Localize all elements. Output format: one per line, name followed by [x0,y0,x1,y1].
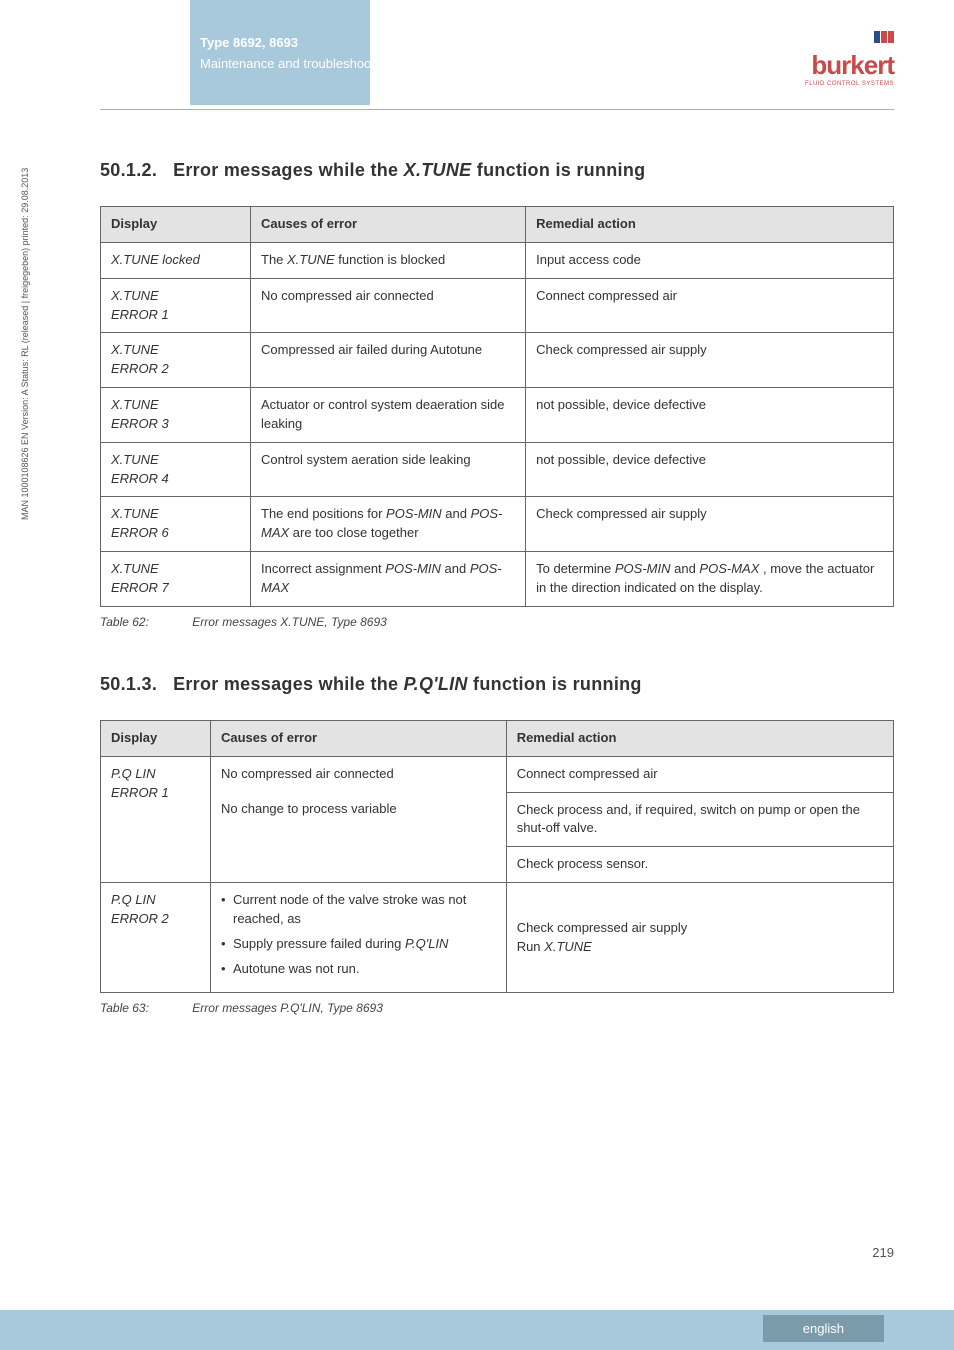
page-header: Type 8692, 8693 Maintenance and troubles… [100,0,894,110]
cell-cause: No change to process variable [211,792,507,847]
header-text: Type 8692, 8693 Maintenance and troubles… [200,35,392,71]
footer-bar: english [0,1310,954,1350]
table-row: No change to process variable Check proc… [101,792,894,847]
bullet-item: Supply pressure failed during P.Q'LIN [221,935,496,954]
table-row: X.TUNEERROR 4 Control system aeration si… [101,442,894,497]
cell-display: P.Q LINERROR 2 [111,892,169,926]
page-number: 219 [872,1245,894,1260]
type-line: Type 8692, 8693 [200,35,392,50]
section2-title-post: function is running [468,674,642,694]
cell-cause: Actuator or control system deaeration si… [251,388,526,443]
logo-bars-icon [873,30,894,48]
cell-action: Check compressed air supply [526,333,894,388]
cell-display: X.TUNEERROR 1 [111,288,169,322]
section1-title-pre: Error messages while the [173,160,404,180]
caption-label: Table 63: [100,1001,149,1015]
table-row: X.TUNE locked The X.TUNE function is blo… [101,242,894,278]
table-row: P.Q LINERROR 1 No compressed air connect… [101,756,894,792]
cell-action: Input access code [526,242,894,278]
col-display: Display [101,207,251,243]
cell-cause: No compressed air connected [251,278,526,333]
cell-cause: The X.TUNE function is blocked [251,242,526,278]
cell-action: Check compressed air supply [526,497,894,552]
action-line: Check compressed air supply [517,919,883,938]
cell-display: X.TUNEERROR 3 [111,397,169,431]
cell-action: Check process sensor. [506,847,893,883]
cell-cause: Incorrect assignment POS-MIN and POS-MAX [251,552,526,607]
table-pqlin: Display Causes of error Remedial action … [100,720,894,994]
table-row: X.TUNEERROR 7 Incorrect assignment POS-M… [101,552,894,607]
brand-logo: burkert FLUID CONTROL SYSTEMS [805,30,894,87]
caption-label: Table 62: [100,615,149,629]
cell-cause: Current node of the valve stroke was not… [211,883,507,993]
bullet-item: Autotune was not run. [221,960,496,979]
cell-cause: Control system aeration side leaking [251,442,526,497]
cell-cause: The end positions for POS-MIN and POS-MA… [251,497,526,552]
cell-cause-empty [211,847,507,883]
table-header-row: Display Causes of error Remedial action [101,720,894,756]
table-row: X.TUNEERROR 2 Compressed air failed duri… [101,333,894,388]
cell-action: Check compressed air supply Run X.TUNE [506,883,893,993]
cell-action: Connect compressed air [506,756,893,792]
cell-display: P.Q LINERROR 1 [111,766,169,800]
section1-number: 50.1.2. [100,160,157,180]
section-heading-1: 50.1.2. Error messages while the X.TUNE … [100,160,894,181]
cell-display: X.TUNEERROR 2 [111,342,169,376]
table-row: X.TUNEERROR 6 The end positions for POS-… [101,497,894,552]
cell-display: X.TUNE locked [111,252,200,267]
side-print-info: MAN 1000108626 EN Version: A Status: RL … [20,168,30,520]
section1-title-post: function is running [471,160,645,180]
col-causes: Causes of error [211,720,507,756]
col-remedial: Remedial action [526,207,894,243]
caption-text: Error messages P.Q'LIN, Type 8693 [192,1001,383,1015]
table-row: X.TUNEERROR 1 No compressed air connecte… [101,278,894,333]
col-causes: Causes of error [251,207,526,243]
action-line: Run X.TUNE [517,938,883,957]
table-caption-2: Table 63: Error messages P.Q'LIN, Type 8… [100,1001,894,1015]
main-content: 50.1.2. Error messages while the X.TUNE … [100,110,894,1015]
cell-action: Connect compressed air [526,278,894,333]
section2-title-pre: Error messages while the [173,674,404,694]
cell-cause: No compressed air connected [211,756,507,792]
bullet-item: Current node of the valve stroke was not… [221,891,496,929]
cell-action: To determine POS-MIN and POS-MAX , move … [526,552,894,607]
table-row: Check process sensor. [101,847,894,883]
cell-action: not possible, device defective [526,442,894,497]
logo-subtitle: FLUID CONTROL SYSTEMS [805,81,894,87]
section-heading-2: 50.1.3. Error messages while the P.Q'LIN… [100,674,894,695]
cell-display: X.TUNEERROR 7 [111,561,169,595]
col-display: Display [101,720,211,756]
col-remedial: Remedial action [506,720,893,756]
cell-action: Check process and, if required, switch o… [506,792,893,847]
logo-text: burkert [805,50,894,81]
cell-display: X.TUNEERROR 6 [111,506,169,540]
section2-title-em: P.Q'LIN [404,674,468,694]
table-xtune: Display Causes of error Remedial action … [100,206,894,607]
table-row: X.TUNEERROR 3 Actuator or control system… [101,388,894,443]
cell-cause: Compressed air failed during Autotune [251,333,526,388]
cell-display: X.TUNEERROR 4 [111,452,169,486]
table-row: P.Q LINERROR 2 Current node of the valve… [101,883,894,993]
cell-action: not possible, device defective [526,388,894,443]
footer-language: english [763,1315,884,1342]
caption-text: Error messages X.TUNE, Type 8693 [192,615,387,629]
subtitle: Maintenance and troubleshooting [200,56,392,71]
table-caption-1: Table 62: Error messages X.TUNE, Type 86… [100,615,894,629]
table-header-row: Display Causes of error Remedial action [101,207,894,243]
section1-title-em: X.TUNE [404,160,472,180]
section2-number: 50.1.3. [100,674,157,694]
